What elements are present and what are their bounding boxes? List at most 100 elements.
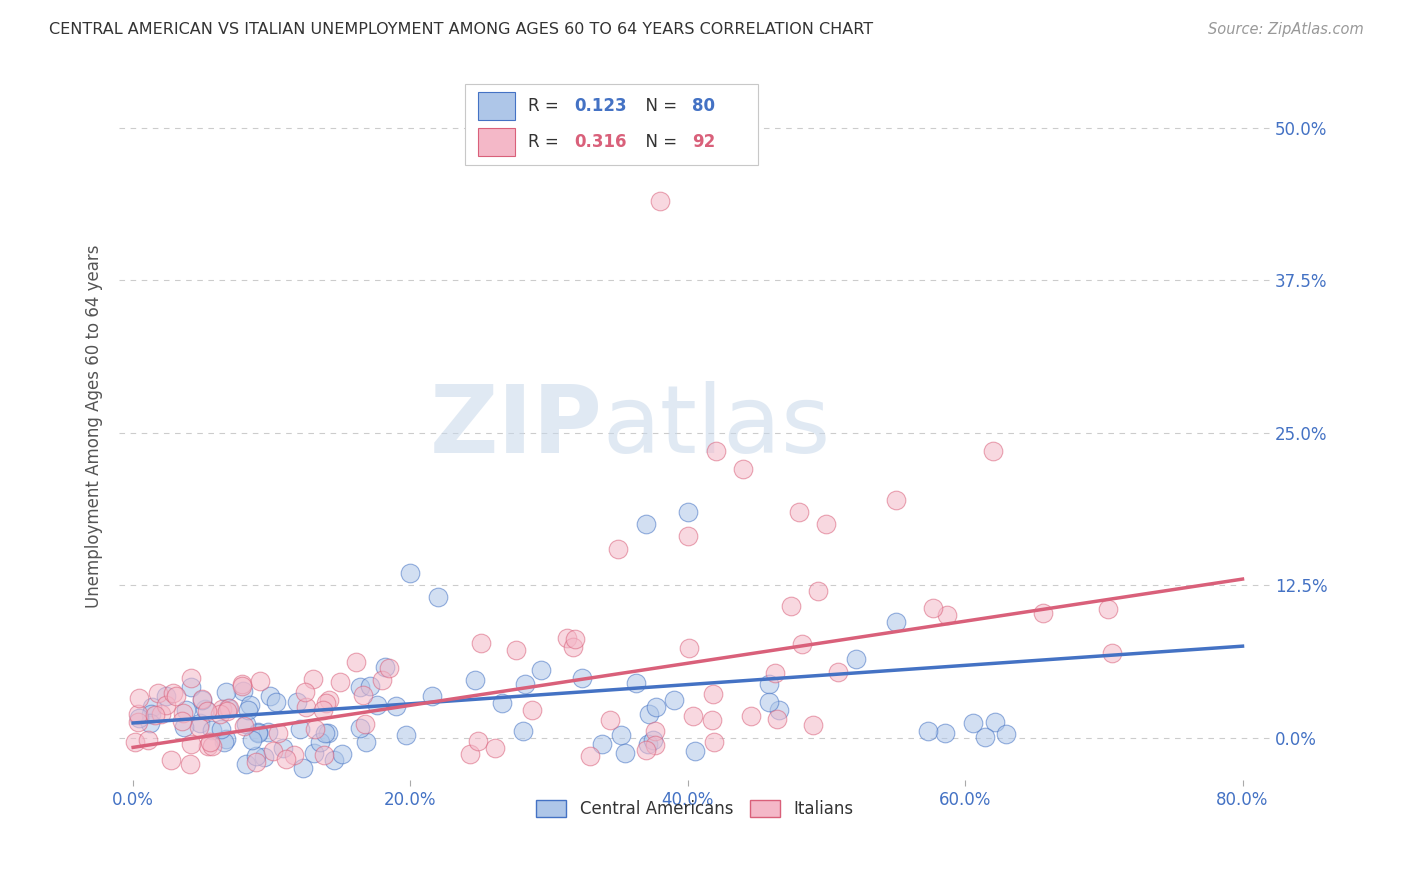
Point: [678, 641, 700, 656]
Y-axis label: Unemployment Among Ages 60 to 64 years: Unemployment Among Ages 60 to 64 years: [86, 245, 103, 608]
Point: [359, 679, 381, 693]
Point: [180, 671, 202, 685]
Point: [740, 709, 762, 723]
Point: [702, 687, 724, 701]
Point: [395, 728, 418, 742]
Point: [148, 686, 170, 700]
Point: [124, 735, 146, 749]
Point: [201, 739, 224, 753]
Point: [610, 728, 633, 742]
Point: [235, 756, 257, 771]
Point: [801, 717, 824, 731]
Point: [579, 749, 602, 764]
Point: [240, 733, 263, 747]
Point: [685, 744, 707, 758]
Point: [194, 701, 217, 715]
Point: [464, 673, 486, 687]
Point: [180, 738, 202, 752]
Point: [607, 541, 630, 556]
Point: [917, 724, 939, 739]
Point: [176, 703, 198, 717]
Text: CENTRAL AMERICAN VS ITALIAN UNEMPLOYMENT AMONG AGES 60 TO 64 YEARS CORRELATION C: CENTRAL AMERICAN VS ITALIAN UNEMPLOYMENT…: [49, 22, 873, 37]
Point: [138, 716, 160, 731]
Point: [291, 761, 314, 775]
Point: [165, 690, 187, 704]
Point: [276, 751, 298, 765]
Point: [936, 607, 959, 622]
Point: [354, 716, 377, 731]
FancyBboxPatch shape: [478, 128, 515, 156]
Point: [352, 688, 374, 702]
Point: [214, 735, 236, 749]
FancyBboxPatch shape: [478, 92, 515, 120]
Point: [564, 632, 586, 646]
Text: N =: N =: [636, 133, 682, 152]
Point: [180, 681, 202, 695]
Point: [470, 636, 492, 650]
Point: [141, 699, 163, 714]
Point: [733, 462, 755, 476]
Point: [329, 674, 352, 689]
Point: [170, 714, 193, 728]
Point: [643, 733, 665, 747]
Point: [806, 584, 828, 599]
Point: [231, 677, 253, 691]
Point: [385, 699, 408, 714]
Point: [188, 720, 211, 734]
Point: [344, 656, 367, 670]
Point: [704, 444, 727, 458]
Point: [780, 599, 803, 613]
Point: [139, 706, 162, 721]
Point: [644, 738, 666, 752]
Point: [637, 737, 659, 751]
Point: [922, 601, 945, 615]
Point: [981, 444, 1004, 458]
Point: [555, 631, 578, 645]
Point: [288, 722, 311, 736]
Point: [599, 713, 621, 727]
Point: [676, 505, 699, 519]
Point: [285, 695, 308, 709]
Point: [484, 741, 506, 756]
Point: [638, 706, 661, 721]
Point: [974, 730, 997, 744]
Point: [198, 734, 221, 748]
Point: [172, 706, 194, 720]
Text: Source: ZipAtlas.com: Source: ZipAtlas.com: [1208, 22, 1364, 37]
Point: [209, 722, 232, 736]
Point: [815, 517, 838, 532]
Text: 0.123: 0.123: [574, 97, 627, 115]
Point: [127, 706, 149, 721]
Point: [349, 680, 371, 694]
Point: [349, 721, 371, 735]
Point: [294, 685, 316, 699]
Point: [259, 689, 281, 703]
Point: [648, 194, 671, 208]
Point: [366, 698, 388, 712]
Point: [614, 746, 637, 760]
Point: [763, 666, 786, 681]
Point: [460, 747, 482, 762]
Point: [571, 671, 593, 685]
Legend: Central Americans, Italians: Central Americans, Italians: [530, 794, 860, 825]
Point: [235, 716, 257, 731]
FancyBboxPatch shape: [464, 84, 758, 165]
Point: [513, 677, 536, 691]
Point: [758, 677, 780, 691]
Point: [768, 703, 790, 717]
Point: [790, 637, 813, 651]
Point: [591, 737, 613, 751]
Text: 80: 80: [693, 97, 716, 115]
Point: [702, 713, 724, 727]
Point: [645, 700, 668, 714]
Point: [200, 723, 222, 737]
Point: [644, 723, 666, 738]
Point: [309, 735, 332, 749]
Point: [162, 686, 184, 700]
Point: [215, 731, 238, 746]
Point: [766, 712, 789, 726]
Point: [262, 744, 284, 758]
Point: [160, 753, 183, 767]
Point: [264, 695, 287, 709]
Point: [316, 726, 339, 740]
